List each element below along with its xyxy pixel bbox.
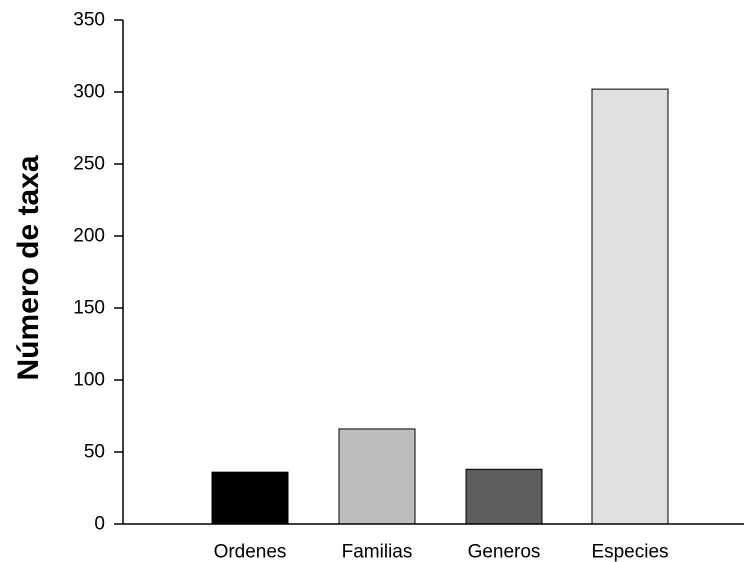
bar-familias [338, 428, 416, 525]
y-tick-label: 50 [84, 442, 105, 463]
y-tick-label: 300 [73, 82, 105, 103]
y-axis-ticks: 0 50 100 150 200 250 300 350 [73, 10, 123, 535]
bar-especies [591, 88, 669, 525]
y-tick-label: 350 [73, 10, 105, 31]
x-tick-label-especies: Especies [591, 542, 668, 562]
bar-ordenes [211, 471, 289, 525]
y-axis-title: Número de taxa [12, 155, 45, 380]
x-tick-label-generos: Generos [468, 542, 541, 562]
y-tick-label: 100 [73, 370, 105, 391]
y-tick-label: 150 [73, 298, 105, 319]
bar-generos [465, 468, 543, 525]
y-tick-label: 0 [94, 514, 105, 535]
x-tick-label-familias: Familias [342, 542, 413, 562]
bars-group [211, 88, 669, 525]
x-tick-label-ordenes: Ordenes [214, 542, 287, 562]
y-tick-label: 200 [73, 226, 105, 247]
y-tick-label: 250 [73, 154, 105, 175]
x-axis-labels: Ordenes Familias Generos Especies [214, 542, 669, 562]
